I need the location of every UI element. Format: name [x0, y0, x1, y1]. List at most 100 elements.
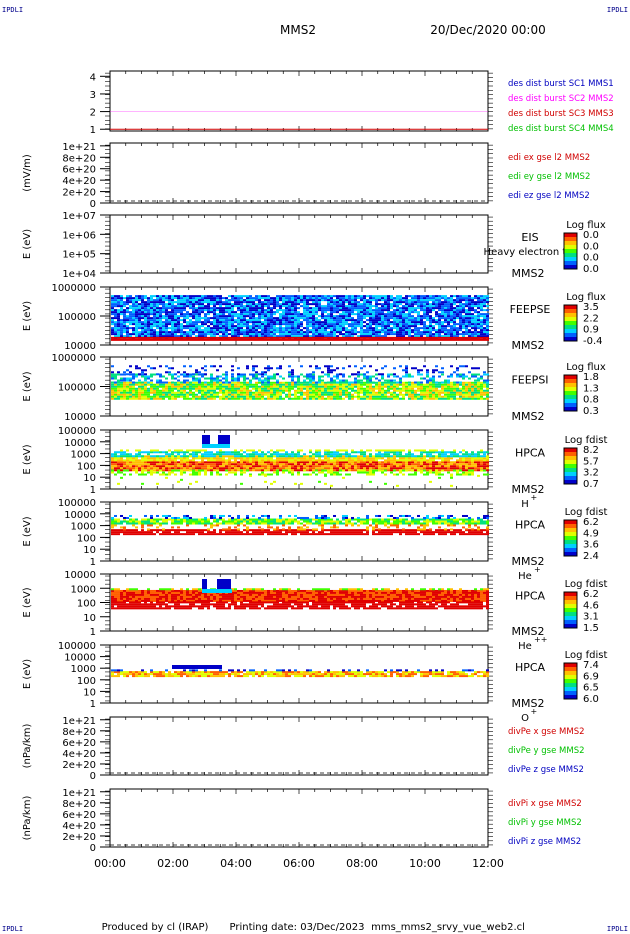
- instrument-label: FEEPSE: [510, 303, 551, 316]
- ytick-label: 1: [90, 627, 96, 638]
- species-charge: +: [531, 493, 538, 502]
- ytick-label: 4e+20: [62, 176, 96, 187]
- ytick-label: 3: [90, 90, 96, 101]
- colorbar-tick: 4.9: [583, 528, 599, 539]
- ytick-label: 2e+20: [62, 832, 96, 843]
- ytick-label: 10: [83, 613, 96, 624]
- panel-p1: 1 2 3 4 des dist burst SC1 MMS1 des dist burs…: [90, 70, 614, 136]
- ylabel: E (eV): [22, 444, 33, 474]
- ytick-label: 1: [90, 125, 96, 136]
- ytick-label: 10: [83, 545, 96, 556]
- ytick-label: 100000: [58, 312, 96, 323]
- xtick-label: 08:00: [346, 857, 378, 870]
- colorbar-title: Log fdist: [565, 435, 608, 446]
- xtick-label: 00:00: [94, 857, 126, 870]
- ylabel: (mV/m): [22, 154, 33, 192]
- burst-patch: [202, 589, 232, 593]
- ytick-label: 100: [77, 676, 96, 687]
- spectrogram: [111, 295, 489, 341]
- species-label: He: [518, 571, 532, 582]
- ytick-label: 10: [83, 473, 96, 484]
- ytick-label: 10000: [64, 412, 96, 423]
- ytick-label: 1000: [71, 584, 96, 595]
- colorbar-frame: [563, 662, 578, 700]
- xtick-label: 02:00: [157, 857, 189, 870]
- ytick-label: 1000: [71, 522, 96, 533]
- colorbar-tick: 6.9: [583, 671, 599, 682]
- corner-label-bl: IPDLI: [2, 925, 24, 933]
- ytick-label: 4e+20: [62, 821, 96, 832]
- colorbar-tick: 0.7: [583, 479, 599, 490]
- instrument-label: HPCA: [515, 519, 546, 532]
- instrument-label: HPCA: [515, 447, 546, 460]
- colorbar-tick: 6.2: [583, 589, 599, 600]
- species-charge: ++: [534, 635, 547, 644]
- ytick-label: 1000000: [51, 353, 96, 364]
- ytick-label: 8e+20: [62, 799, 96, 810]
- xtick-label: 12:00: [472, 857, 504, 870]
- colorbar-frame: [563, 447, 578, 485]
- colorbar-title: Log flux: [566, 220, 606, 231]
- spacecraft-label: MMS2: [512, 483, 545, 496]
- species-label: H: [521, 499, 529, 510]
- colorbar-tick: 0.0: [583, 230, 599, 241]
- colorbar-tick: 3.2: [583, 468, 599, 479]
- ylabel: E (eV): [22, 371, 33, 401]
- ytick-label: 0: [90, 843, 96, 854]
- spacecraft-label: MMS2: [512, 267, 545, 280]
- spacecraft-label: MMS2: [512, 410, 545, 423]
- legend-entry: des dist burst SC4 MMS4: [508, 124, 614, 134]
- plot-frame: [109, 716, 489, 776]
- ylabel: E (eV): [22, 659, 33, 689]
- species-label: He: [518, 641, 532, 652]
- ytick-label: 2e+20: [62, 760, 96, 771]
- legend-entry: divPi y gse MMS2: [508, 818, 582, 828]
- ytick-label: 100: [77, 533, 96, 544]
- colorbar-tick: 6.2: [583, 517, 599, 528]
- ytick-label: 8e+20: [62, 727, 96, 738]
- burst-patch: [202, 444, 230, 448]
- colorbar: [563, 304, 578, 342]
- legend-entry: des dist burst SC1 MMS1: [508, 79, 614, 89]
- legend-entry: divPe z gse MMS2: [508, 765, 584, 775]
- ytick-label: 2e+20: [62, 188, 96, 199]
- ytick-label: 1: [90, 557, 96, 568]
- colorbar-tick: 2.4: [583, 551, 599, 562]
- colorbar-tick: 3.1: [583, 612, 599, 623]
- colorbar-frame: [563, 519, 578, 557]
- burst-patch: [202, 579, 207, 589]
- xtick-label: 10:00: [409, 857, 441, 870]
- colorbar-tick: 1.3: [583, 383, 599, 394]
- colorbar-title: Log fdist: [565, 650, 608, 661]
- legend-entry: divPe y gse MMS2: [508, 746, 585, 756]
- plot-frame: [109, 788, 489, 848]
- ytick-label: 1: [90, 485, 96, 496]
- ytick-label: 1e+21: [62, 788, 96, 799]
- ytick-label: 10000: [64, 341, 96, 352]
- colorbar-tick: 5.7: [583, 456, 599, 467]
- ytick-label: 10000: [64, 510, 96, 521]
- colorbar-frame: [563, 591, 578, 629]
- plot-frame: [109, 214, 489, 274]
- ytick-label: 10000: [64, 653, 96, 664]
- colorbar-tick: 0.3: [583, 406, 599, 417]
- corner-label-tl: IPDLI: [2, 6, 24, 14]
- header-spacecraft: MMS2: [280, 23, 316, 37]
- xtick-label: 04:00: [220, 857, 252, 870]
- spacecraft-label: MMS2: [512, 697, 545, 710]
- ytick-label: 100: [77, 461, 96, 472]
- ytick-label: 0: [90, 199, 96, 210]
- spacecraft-label: MMS2: [512, 555, 545, 568]
- colorbar-tick: 7.4: [583, 660, 599, 671]
- colorbar-tick: 4.6: [583, 600, 599, 611]
- header-date: 20/Dec/2020 00:00: [430, 23, 546, 37]
- legend-entry: divPe x gse MMS2: [508, 727, 585, 737]
- ytick-label: 1e+21: [62, 142, 96, 153]
- ytick-label: 1000: [71, 664, 96, 675]
- colorbar-tick: 1.8: [583, 372, 599, 383]
- ytick-label: 10: [83, 687, 96, 698]
